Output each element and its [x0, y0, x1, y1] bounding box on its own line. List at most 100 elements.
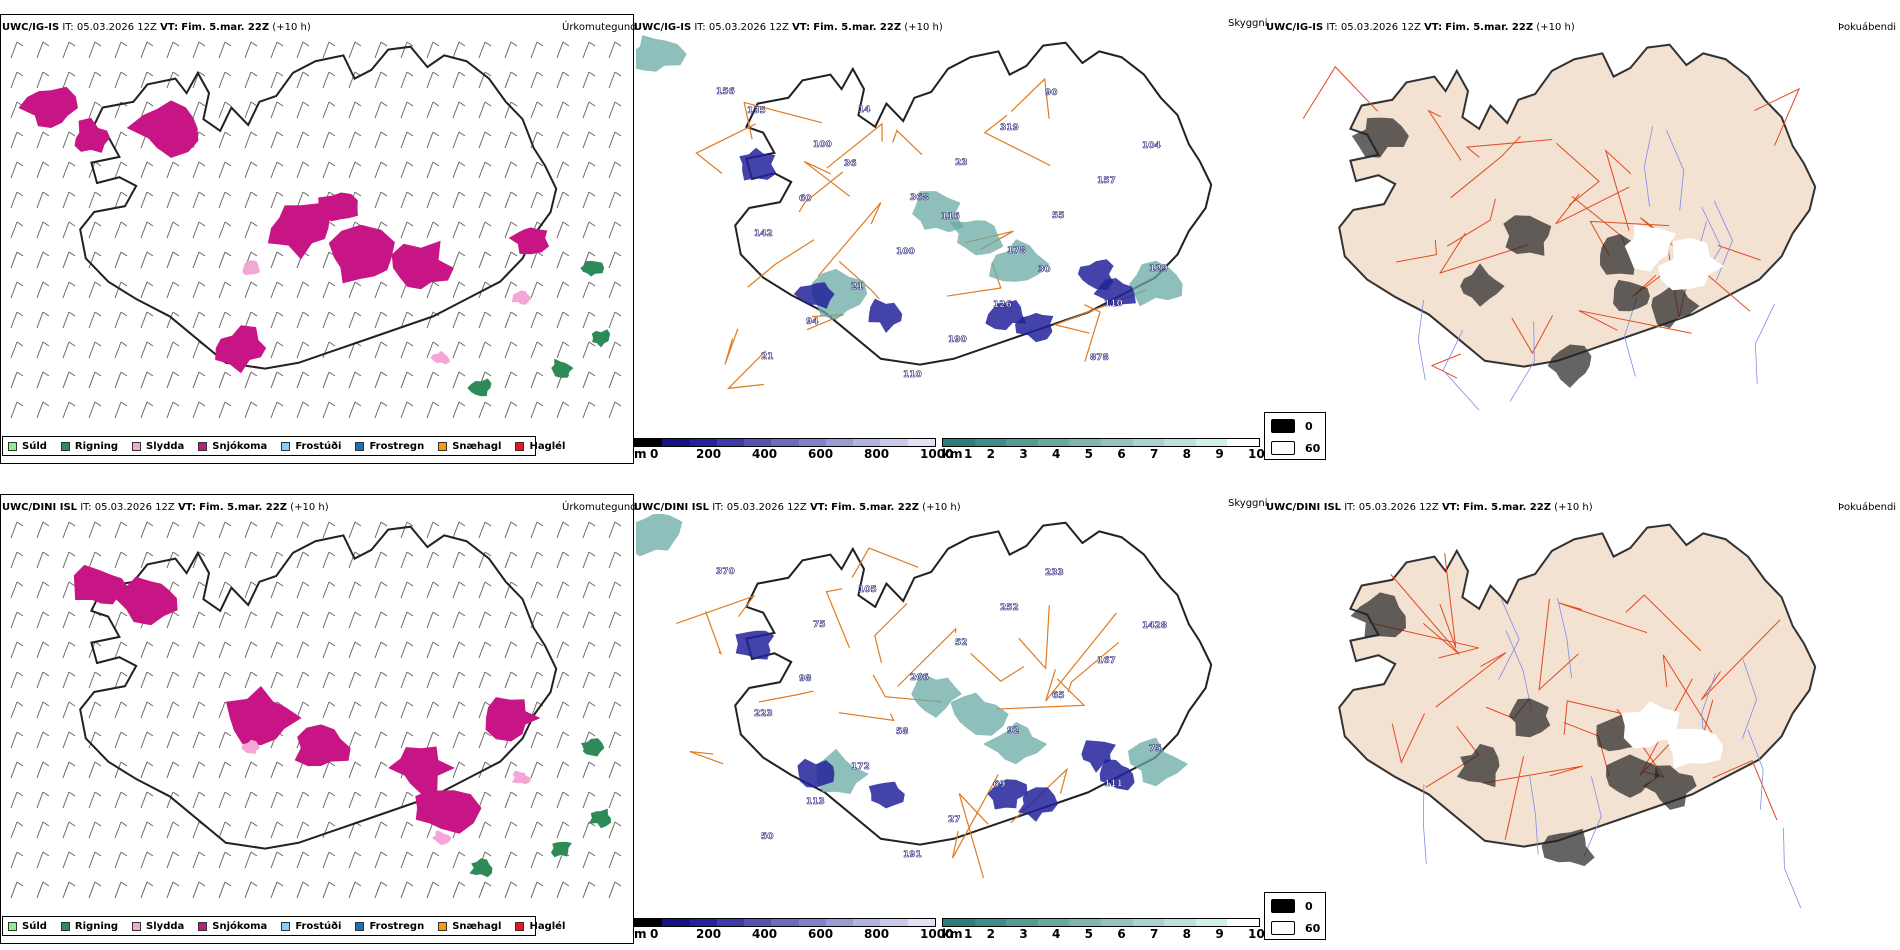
colorbar-tick: 400 [752, 927, 778, 941]
legend-label: Frostúði [295, 440, 342, 452]
cloudbase-value-label: 27 [948, 815, 961, 825]
fog-index-areas [1351, 117, 1724, 388]
cloudbase-areas [739, 147, 1136, 343]
cloudbase-value-label: 111 [1104, 779, 1123, 789]
legend-item: Haglél [515, 921, 565, 932]
panel-header: UWC/IG-IS IT: 05.03.2026 12Z VT: Fim. 5.… [1266, 22, 1575, 33]
legend-label: Snæhagl [452, 920, 502, 932]
legend-label: Frostúði [295, 920, 342, 932]
cloudbase-value-label: 878 [1090, 353, 1109, 363]
data-blob [1657, 237, 1724, 291]
data-blob [1456, 743, 1500, 788]
cloudbase-value-label: 206 [910, 673, 929, 683]
fog-legend-label: 60 [1305, 921, 1321, 935]
data-blob [242, 260, 260, 276]
data-blob [636, 514, 683, 557]
field-name-cloud: Skyggni [1228, 498, 1268, 509]
colorbar-tick: 2 [986, 927, 996, 941]
data-blob [241, 739, 260, 754]
cloudbase-value-label: 368 [910, 193, 929, 203]
data-blob [580, 738, 605, 757]
cloudbase-value-label: 190 [948, 335, 967, 345]
data-blob [1099, 759, 1135, 791]
colorbar-swatch [853, 439, 881, 446]
data-blob [1651, 286, 1700, 329]
model-name: UWC/DINI ISL [634, 502, 710, 513]
legend-swatch [438, 921, 448, 931]
cloudbase-colorbar-swatches [634, 438, 936, 447]
colorbar-swatch [1227, 919, 1259, 926]
colorbar-tick: 3 [1019, 927, 1028, 941]
colorbar-tick: 400 [752, 447, 778, 461]
data-blob [636, 35, 687, 72]
data-blob [1547, 344, 1592, 388]
data-blob [1666, 728, 1724, 769]
data-blob [949, 220, 1004, 256]
colorbar-tick: 9 [1215, 927, 1224, 941]
data-blob [469, 858, 493, 878]
data-blob [226, 686, 302, 746]
legend-label: Súld [22, 440, 47, 452]
cloudbase-value-label: 116 [941, 212, 960, 222]
legend-item: Frostregn [355, 921, 424, 932]
panel-header: UWC/IG-IS IT: 05.03.2026 12Z VT: Fim. 5.… [634, 22, 943, 33]
colorbar-swatch [1132, 439, 1165, 446]
lead-time: (+10 h) [290, 502, 329, 513]
cloudbase-colorbar: m 0 200 400 600 800 1000 [634, 918, 953, 946]
colorbar-tick: 4 [1052, 447, 1061, 461]
colorbar-swatch [1037, 919, 1070, 926]
colorbar-swatch [771, 919, 799, 926]
cloudbase-value-label: 92 [1007, 726, 1020, 736]
field-name-fog: Þokuábendi [1838, 22, 1897, 33]
field-name-cloud: Skyggni [1228, 18, 1268, 29]
legend-label: Snjókoma [212, 920, 268, 932]
cloudbase-value-label: 157 [1097, 176, 1116, 186]
iceland-outline [79, 525, 558, 850]
visibility-areas [636, 514, 1189, 794]
cloudbase-value-label: 370 [716, 567, 735, 577]
row-2: UWC/DINI ISL IT: 05.03.2026 12Z VT: Fim.… [0, 480, 1900, 950]
legend-item: Snjókoma [198, 921, 267, 932]
field-name-fog: Þokuábendi [1838, 502, 1897, 513]
precip-legend: Súld Rigning Slydda Snjókoma Frostúði Frostre… [2, 916, 565, 936]
data-blob [1018, 787, 1058, 822]
fog-legend-label: 0 [1305, 419, 1313, 433]
cloudbase-value-label: 1428 [1142, 621, 1167, 631]
valid-time: Fim. 5.mar. 22Z [181, 22, 270, 33]
cloudbase-value-label: 319 [1000, 123, 1019, 133]
data-blob [1015, 312, 1054, 343]
panel-header: UWC/DINI ISL IT: 05.03.2026 12Z VT: Fim.… [1266, 502, 1593, 513]
cloudbase-value-label: 126 [993, 300, 1012, 310]
fog-legend: 0 60 [1264, 892, 1326, 940]
colorbar-swatch [1100, 919, 1133, 926]
cloudbase-value-label: 113 [806, 797, 825, 807]
data-blob [950, 692, 1009, 736]
data-blob [985, 300, 1027, 331]
colorbar-tick: 200 [696, 927, 722, 941]
data-blob [388, 746, 455, 794]
data-blob [73, 564, 129, 605]
colorbar-tick: 0 [650, 927, 659, 941]
cloudbase-value-label: 75 [813, 620, 826, 630]
colorbar-swatch [1164, 919, 1196, 926]
visibility-ticks: 1 2 3 4 5 6 7 8 9 10 [964, 927, 1265, 941]
iceland-outline [1338, 523, 1817, 848]
lead-time: (+10 h) [922, 502, 961, 513]
init-time: 05.03.2026 12Z [708, 22, 789, 33]
precip-areas [18, 86, 611, 397]
colorbar-swatch [798, 439, 826, 446]
cloudbase-value-label: 21 [851, 282, 864, 292]
data-blob [989, 239, 1050, 282]
cloudbase-value-label: 90 [1045, 88, 1058, 98]
data-blob [415, 790, 482, 834]
data-blob [797, 758, 835, 788]
colorbar-tick: 600 [808, 447, 834, 461]
legend-swatch [281, 441, 291, 451]
data-blob [868, 298, 903, 333]
model-name: UWC/IG-IS [2, 22, 60, 33]
data-blob [1605, 754, 1661, 798]
colorbar-tick: 1 [964, 927, 973, 941]
legend-item: Frostúði [281, 921, 341, 932]
legend-label: Frostregn [369, 920, 425, 932]
valid-time: Fim. 5.mar. 22Z [1463, 502, 1551, 513]
